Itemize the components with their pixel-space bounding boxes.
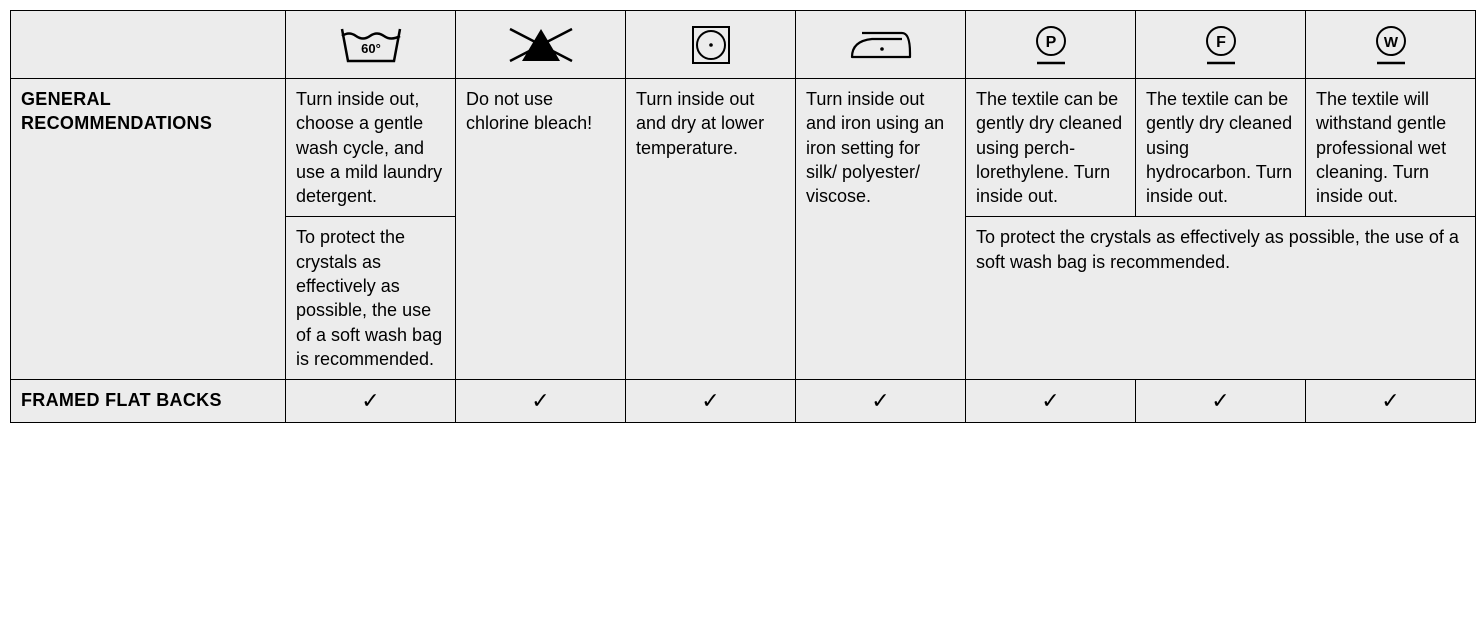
general-cell-w: The textile will withstand gentle pro­fe… [1306,79,1476,217]
header-icon-dryclean-p: P [966,11,1136,79]
general-cell-dry: Turn inside out and dry at lower tem­per… [626,79,796,380]
wash-60-icon: 60° [336,23,406,67]
framed-label: FRAMED FLAT BACKS [11,380,286,423]
tumble-dry-icon [685,23,737,67]
general-row: GENERAL RECOMMENDATIONS Turn inside out,… [11,79,1476,217]
framed-check-1: ✓ [456,380,626,423]
wetclean-w-icon: W [1365,21,1417,69]
no-bleach-icon [506,23,576,67]
header-empty [11,11,286,79]
svg-text:W: W [1383,34,1398,51]
svg-text:F: F [1216,34,1226,51]
care-instructions-table: 60° P [10,10,1476,423]
header-icon-iron [796,11,966,79]
header-icon-tumble-dry [626,11,796,79]
iron-low-icon [846,23,916,67]
general-cell-p: The textile can be gently dry cleaned us… [966,79,1136,217]
header-icon-dryclean-f: F [1136,11,1306,79]
general-sub-wash: To protect the crystals as effectively a… [286,217,456,380]
framed-check-4: ✓ [966,380,1136,423]
general-cell-bleach: Do not use chlorine bleach! [456,79,626,380]
general-cell-iron: Turn inside out and iron using an iron s… [796,79,966,380]
framed-check-3: ✓ [796,380,966,423]
general-sub-clean: To protect the crystals as effectively a… [966,217,1476,380]
general-cell-wash: Turn inside out, choose a gentle wash cy… [286,79,456,217]
svg-text:60°: 60° [361,41,381,56]
framed-check-5: ✓ [1136,380,1306,423]
framed-check-2: ✓ [626,380,796,423]
header-row: 60° P [11,11,1476,79]
framed-row: FRAMED FLAT BACKS ✓ ✓ ✓ ✓ ✓ ✓ ✓ [11,380,1476,423]
framed-check-0: ✓ [286,380,456,423]
framed-check-6: ✓ [1306,380,1476,423]
dryclean-p-icon: P [1025,21,1077,69]
general-label: GENERAL RECOMMENDATIONS [11,79,286,380]
header-icon-no-bleach [456,11,626,79]
header-icon-wetclean-w: W [1306,11,1476,79]
svg-text:P: P [1045,34,1056,51]
general-cell-f: The textile can be gently dry cleaned us… [1136,79,1306,217]
dryclean-f-icon: F [1195,21,1247,69]
header-icon-wash: 60° [286,11,456,79]
